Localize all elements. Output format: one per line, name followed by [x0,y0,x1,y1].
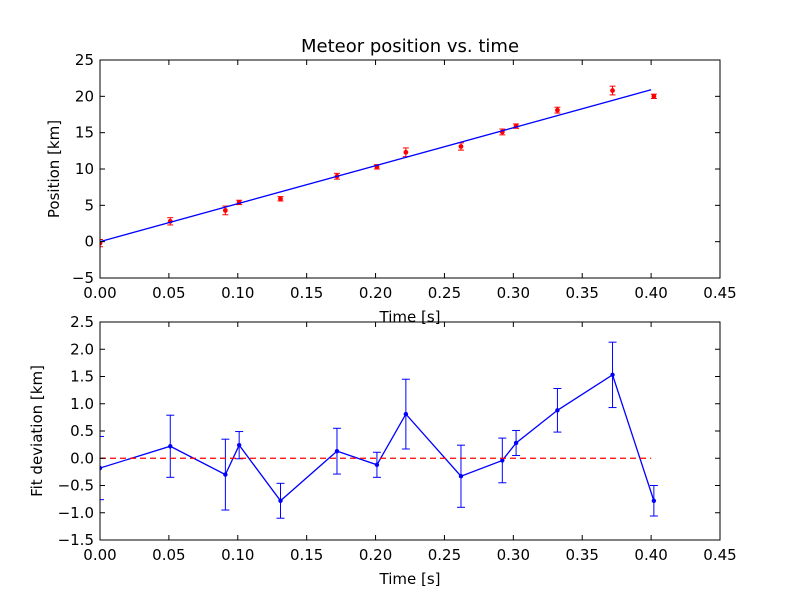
position-panel: Meteor position vs. time 0.00 0.05 0.10 0.1… [45,36,737,326]
position-y-tick-label: 5 [84,196,94,214]
deviation-y-tick-label: −1.5 [58,531,94,549]
position-x-tick-label: 0.40 [634,284,667,302]
deviation-y-tick-label: 2.0 [70,340,94,358]
deviation-x-tick-label: 0.15 [290,546,323,564]
position-data-point [222,208,228,213]
position-fit-line [100,89,652,243]
position-data-point [555,107,560,113]
deviation-data-point [458,474,464,479]
deviation-y-tick-label: 2.5 [70,313,94,331]
position-y-tick-label: 20 [75,87,94,105]
deviation-series-line [100,373,655,502]
position-data-point [278,196,283,202]
deviation-y-tick-label: 1.0 [70,395,94,413]
deviation-data-point [278,498,283,503]
position-x-tick-label: 0.35 [566,284,599,302]
position-x-tick-label: 0.15 [290,284,323,302]
position-chart-title: Meteor position vs. time [301,36,519,57]
position-y-tick-label: 15 [75,124,94,142]
position-x-tick-label: 0.05 [152,284,185,302]
deviation-y-tick-label: −0.5 [58,477,94,495]
deviation-x-tick-label: 0.05 [152,546,185,564]
deviation-data-point [334,448,340,454]
position-x-tick-label: 0.10 [221,284,254,302]
deviation-data-point [403,411,409,417]
deviation-x-tick-label: 0.20 [359,546,392,564]
position-y-axis-label: Position [km] [45,120,63,218]
deviation-x-tick-label: 0.35 [566,546,599,564]
deviation-data-point [223,472,228,477]
position-data-point [610,88,615,93]
deviation-x-tick-label: 0.10 [221,546,254,564]
position-y-tick-label: 25 [75,51,94,69]
deviation-data-point [555,408,560,413]
deviation-x-tick-label: 0.30 [497,546,530,564]
position-data-point [458,144,464,149]
deviation-panel: 0.00 0.05 0.10 0.15 0.20 0.25 0.30 0.35 0.40 0.45… [28,313,737,588]
position-data-point [651,93,657,99]
deviation-data-point [513,440,519,446]
deviation-y-tick-label: 0.0 [70,449,94,467]
deviation-data-point [610,372,615,378]
deviation-axis-ticks: 0.00 0.05 0.10 0.15 0.20 0.25 0.30 0.35 0.40 0.45… [58,313,737,564]
position-x-tick-label: 0.00 [83,284,116,302]
deviation-plot-content [100,341,658,519]
deviation-x-tick-label: 0.00 [83,546,116,564]
deviation-data-point [374,462,380,467]
deviation-data-point [651,498,657,503]
position-axis-ticks: 0.00 0.05 0.10 0.15 0.20 0.25 0.30 0.35 0.40 0.45… [72,51,737,302]
position-plot-content [100,85,657,248]
position-x-tick-label: 0.20 [359,284,392,302]
deviation-x-axis-label: Time [s] [379,570,441,588]
position-x-tick-label: 0.30 [497,284,530,302]
position-x-axis-label: Time [s] [379,308,441,326]
deviation-data-point [500,458,505,463]
deviation-data-point [168,444,173,449]
position-y-tick-label: 0 [84,233,94,251]
deviation-x-tick-label: 0.25 [428,546,461,564]
deviation-y-tick-label: 1.5 [70,368,94,386]
deviation-y-tick-label: −1.0 [58,504,94,522]
deviation-data-point [100,465,103,471]
position-y-tick-label: −5 [72,269,94,287]
position-x-tick-label: 0.45 [703,284,736,302]
position-data-point [403,149,409,155]
position-y-tick-label: 10 [75,160,94,178]
deviation-y-axis-label: Fit deviation [km] [28,365,46,497]
position-x-tick-label: 0.25 [428,284,461,302]
deviation-y-tick-label: 0.5 [70,422,94,440]
deviation-x-tick-label: 0.40 [634,546,667,564]
deviation-data-point [236,442,242,448]
deviation-x-tick-label: 0.45 [703,546,736,564]
